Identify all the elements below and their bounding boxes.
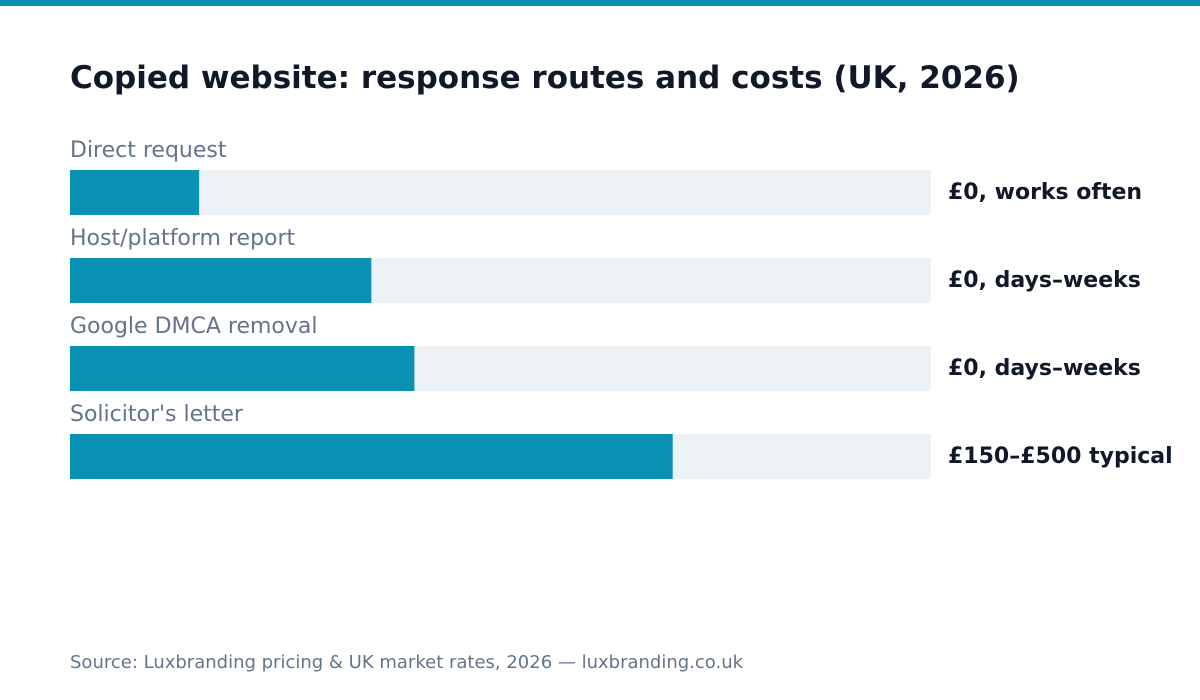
- top-accent-stripe: [0, 0, 1200, 6]
- bar: [70, 346, 415, 391]
- bar-value-label: £0, days–weeks: [948, 268, 1141, 293]
- bar: [70, 434, 673, 479]
- bar-value-label: £150–£500 typical: [948, 444, 1173, 469]
- bar-value-label: £0, days–weeks: [948, 356, 1141, 381]
- bar-chart: Direct request £0, works often Host/platfo…: [70, 138, 1173, 479]
- bar-track: [70, 170, 931, 215]
- category-label: Direct request: [70, 138, 227, 163]
- bar: [70, 258, 372, 303]
- category-label: Host/platform report: [70, 226, 296, 251]
- source-note: Source: Luxbranding pricing & UK market …: [70, 652, 744, 673]
- category-label: Google DMCA removal: [70, 314, 318, 339]
- bar-value-label: £0, works often: [948, 180, 1142, 205]
- bar: [70, 170, 200, 215]
- chart-title: Copied website: response routes and cost…: [70, 60, 1020, 96]
- category-label: Solicitor's letter: [70, 402, 244, 427]
